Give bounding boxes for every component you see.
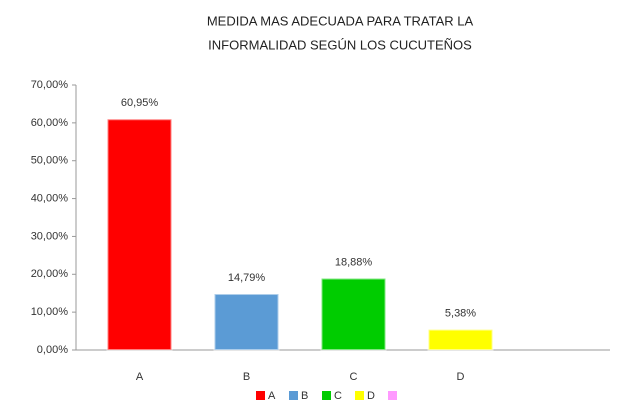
bar: [320, 277, 387, 352]
y-tick-label: 40,00%: [31, 192, 69, 204]
bar: [213, 293, 280, 351]
y-tick-label: 10,00%: [31, 306, 69, 318]
legend-swatch: [289, 391, 298, 400]
legend-swatch: [388, 391, 397, 400]
y-tick-label: 0,00%: [37, 344, 68, 356]
y-tick-label: 30,00%: [31, 230, 69, 242]
chart-title: INFORMALIDAD SEGÚN LOS CUCUTEÑOS: [208, 37, 472, 52]
bar: [106, 118, 173, 351]
y-tick-label: 70,00%: [31, 79, 69, 91]
data-label: 60,95%: [121, 97, 159, 109]
legend-swatch: [322, 391, 331, 400]
data-label: 18,88%: [335, 256, 373, 268]
legend-label: B: [301, 390, 308, 402]
x-tick-label: A: [136, 371, 144, 383]
y-tick-label: 60,00%: [31, 117, 69, 129]
data-label: 14,79%: [228, 272, 266, 284]
x-tick-label: C: [350, 371, 358, 383]
data-label: 5,38%: [445, 308, 476, 320]
legend-label: C: [334, 390, 342, 402]
x-tick-label: D: [457, 371, 465, 383]
legend-swatch: [256, 391, 265, 400]
chart-title: MEDIDA MAS ADECUADA PARA TRATAR LA: [207, 13, 474, 28]
bar: [427, 328, 494, 351]
legend-swatch: [355, 391, 364, 400]
y-tick-label: 50,00%: [31, 155, 69, 167]
x-tick-label: B: [243, 371, 250, 383]
legend-label: A: [268, 390, 276, 402]
y-tick-label: 20,00%: [31, 268, 69, 280]
legend-label: D: [367, 390, 375, 402]
